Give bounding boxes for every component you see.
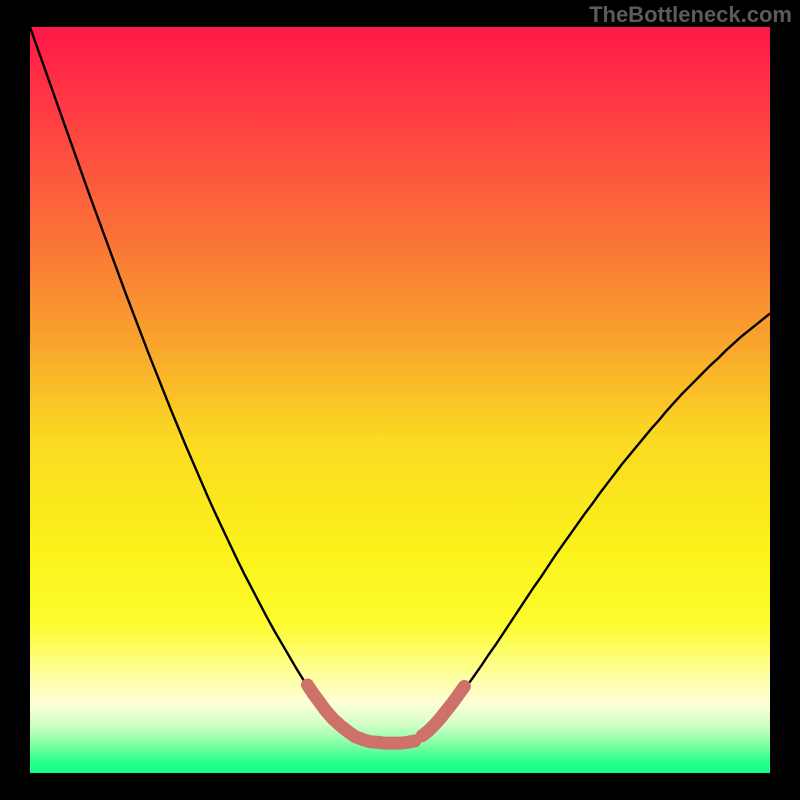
bottleneck-chart <box>30 27 770 773</box>
highlight-segment-1 <box>362 739 415 743</box>
chart-frame <box>30 27 770 773</box>
watermark-text: TheBottleneck.com <box>589 2 792 28</box>
